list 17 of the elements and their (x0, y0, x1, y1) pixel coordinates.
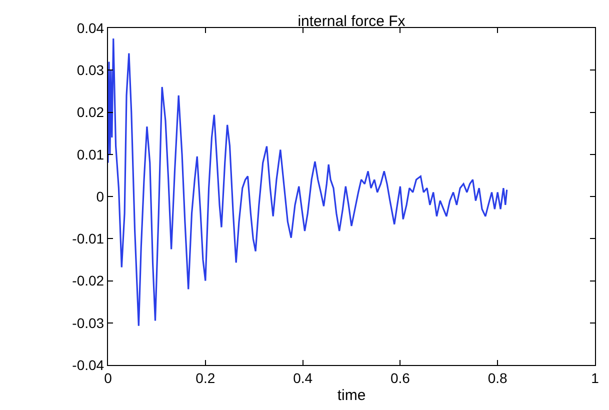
y-tick-label: 0.02 (76, 104, 104, 120)
y-tick-label: -0.01 (72, 230, 104, 247)
x-tick-label: 0.8 (488, 370, 508, 386)
x-tick-label: 1 (591, 370, 600, 386)
x-tick-label: 0.2 (196, 370, 216, 386)
line-series (108, 38, 508, 327)
y-tick-label: -0.04 (72, 356, 104, 373)
x-tick-label: 0.6 (390, 370, 410, 386)
y-tick-label: -0.03 (72, 314, 104, 331)
y-tick-label: 0.01 (76, 146, 104, 162)
y-tick-label: 0.03 (76, 62, 104, 78)
x-axis-title: time (337, 386, 366, 404)
y-tick-label: 0 (96, 188, 104, 204)
chart-title: internal force Fx (298, 13, 406, 30)
y-tick-label: -0.02 (72, 272, 104, 289)
y-tick-label: 0.04 (76, 20, 104, 36)
x-tick-label: 0.4 (293, 370, 313, 386)
